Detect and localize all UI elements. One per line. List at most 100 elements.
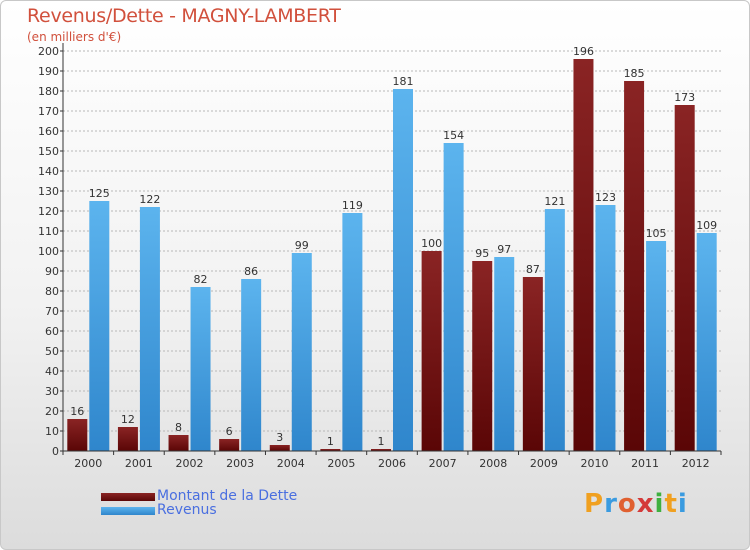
logo-letter: i: [654, 489, 665, 519]
x-tick-label: 2008: [479, 457, 507, 470]
bar-revenus: [89, 201, 110, 451]
bar-revenus: [544, 209, 565, 451]
bar-dette: [472, 261, 493, 451]
value-label: 119: [342, 199, 363, 212]
y-tick-label: 200: [38, 45, 59, 58]
value-label: 105: [646, 227, 667, 240]
y-tick-label: 60: [45, 325, 59, 338]
y-tick-label: 0: [52, 445, 59, 458]
y-tick-label: 170: [38, 105, 59, 118]
value-label: 125: [89, 187, 110, 200]
y-tick-label: 100: [38, 245, 59, 258]
value-label: 100: [421, 237, 442, 250]
value-label: 97: [497, 243, 511, 256]
logo-letter: P: [584, 489, 605, 519]
bar-dette: [320, 449, 341, 451]
y-tick-label: 10: [45, 425, 59, 438]
bar-dette: [371, 449, 391, 451]
y-tick-label: 150: [38, 145, 59, 158]
bar-dette: [421, 251, 442, 451]
x-tick-label: 2012: [682, 457, 710, 470]
value-label: 82: [194, 273, 208, 286]
x-tick-label: 2001: [125, 457, 153, 470]
x-tick-label: 2003: [226, 457, 254, 470]
y-tick-label: 110: [38, 225, 59, 238]
bar-revenus: [646, 241, 667, 451]
value-label: 6: [226, 425, 233, 438]
bar-revenus: [241, 279, 262, 451]
value-label: 16: [70, 405, 84, 418]
y-tick-label: 30: [45, 385, 59, 398]
x-tick-label: 2000: [74, 457, 102, 470]
bar-dette: [219, 439, 240, 451]
y-tick-label: 130: [38, 185, 59, 198]
logo-letter: r: [604, 489, 618, 519]
bar-dette: [269, 445, 290, 451]
x-tick-label: 2011: [631, 457, 659, 470]
value-label: 109: [696, 219, 717, 232]
chart-subtitle: (en milliers d'€): [27, 30, 122, 44]
value-label: 86: [244, 265, 258, 278]
logo-letter: t: [664, 489, 678, 519]
value-label: 95: [475, 247, 489, 260]
value-label: 154: [443, 129, 464, 142]
y-tick-label: 90: [45, 265, 59, 278]
bar-dette: [573, 59, 594, 451]
bar-dette: [117, 427, 138, 451]
bar-dette: [674, 105, 695, 451]
logo-letter: o: [617, 489, 637, 519]
bar-revenus: [342, 213, 363, 451]
y-tick-label: 70: [45, 305, 59, 318]
value-label: 3: [276, 431, 283, 444]
y-tick-label: 160: [38, 125, 59, 138]
bar-dette: [624, 81, 645, 451]
x-tick-label: 2004: [277, 457, 305, 470]
legend-label-dette: Montant de la Dette: [157, 488, 298, 504]
value-label: 196: [573, 45, 594, 58]
bar-revenus: [595, 205, 616, 451]
logo-letter: x: [636, 489, 655, 519]
value-label: 99: [295, 239, 309, 252]
value-label: 181: [393, 75, 414, 88]
y-tick-label: 80: [45, 285, 59, 298]
x-tick-label: 2006: [378, 457, 406, 470]
y-tick-label: 40: [45, 365, 59, 378]
value-label: 123: [595, 191, 616, 204]
y-tick-label: 50: [45, 345, 59, 358]
y-tick-label: 20: [45, 405, 59, 418]
y-tick-label: 190: [38, 65, 59, 78]
value-label: 1: [378, 435, 385, 448]
x-tick-label: 2007: [429, 457, 457, 470]
bar-revenus: [139, 207, 160, 451]
value-label: 121: [544, 195, 565, 208]
value-label: 122: [139, 193, 160, 206]
bar-dette: [168, 435, 189, 451]
y-tick-label: 180: [38, 85, 59, 98]
bar-revenus: [291, 253, 312, 451]
logo-letter: i: [677, 489, 688, 519]
value-labels: 16 125 12 122 8 82 6 86 3 99 1 119 1 181 100 154 95 97 87 1…: [70, 45, 717, 448]
value-label: 8: [175, 421, 182, 434]
value-label: 185: [624, 67, 645, 80]
bars: [67, 59, 717, 451]
value-label: 173: [674, 91, 695, 104]
axes: 0 10 20 30 40 50 60 70 80 90 100 110 120 130 140 150 160…: [38, 43, 722, 470]
proxiti-logo: Proxiti: [584, 489, 688, 519]
y-tick-label: 140: [38, 165, 59, 178]
legend-swatch-dette: [101, 493, 155, 501]
value-label: 1: [327, 435, 334, 448]
grid-lines: [63, 50, 721, 432]
value-label: 87: [526, 263, 540, 276]
bar-dette: [522, 277, 543, 451]
legend-swatch-revenus: [101, 507, 155, 515]
x-tick-label: 2010: [580, 457, 608, 470]
chart-title: Revenus/Dette - MAGNY-LAMBERT: [27, 5, 341, 27]
bar-revenus: [696, 233, 717, 451]
bar-revenus: [190, 287, 211, 451]
x-tick-label: 2009: [530, 457, 558, 470]
bar-revenus: [494, 257, 515, 451]
bar-revenus: [443, 143, 464, 451]
legend-label-revenus: Revenus: [157, 502, 217, 518]
x-tick-label: 2002: [176, 457, 204, 470]
